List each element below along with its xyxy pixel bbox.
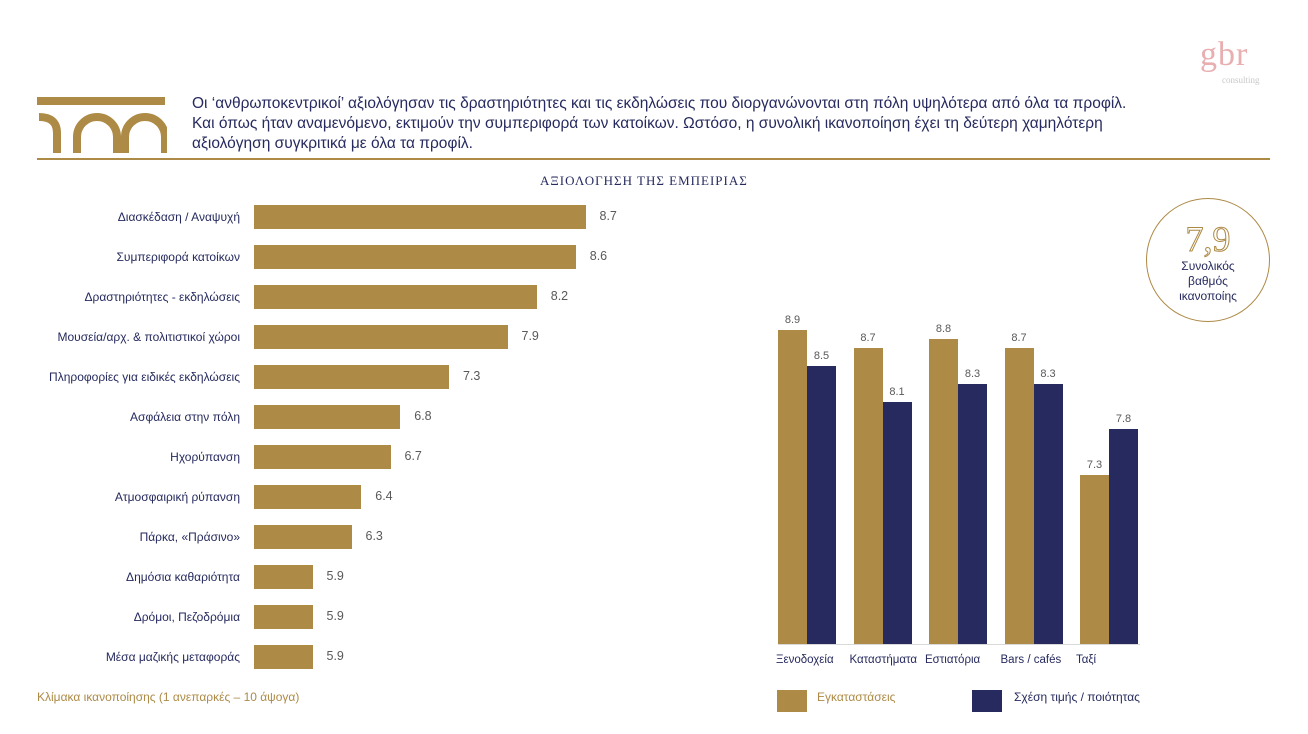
header-divider	[37, 158, 1270, 160]
data-label: 7.3	[1086, 458, 1103, 471]
overall-label-line: Συνολικός	[1181, 259, 1235, 273]
chart-title: ΑΞΙΟΛΟΓΗΣΗ ΤΗΣ ΕΜΠΕΙΡΙΑΣ	[540, 173, 748, 188]
category-label: Διασκέδαση / Αναψυχή	[117, 210, 240, 224]
bar	[778, 329, 807, 644]
data-label: 5.9	[326, 569, 344, 583]
bar	[1080, 474, 1109, 644]
data-label: 8.3	[964, 367, 981, 380]
bar	[958, 383, 987, 644]
scale-note: Κλίμακα ικανοποίησης (1 ανεπαρκές – 10 ά…	[37, 690, 300, 704]
data-label: 8.6	[589, 249, 608, 263]
category-label: Μουσεία/αρχ. & πολιτιστικοί χώροι	[57, 330, 240, 344]
data-label: 8.7	[599, 209, 617, 223]
category-label: Συμπεριφορά κατοίκων	[116, 250, 241, 264]
category-label: Μέσα μαζικής μεταφοράς	[105, 650, 240, 664]
data-label: 6.7	[404, 449, 422, 463]
overall-label-line: βαθμός	[1188, 274, 1228, 288]
category-label: Bars / cafés	[1000, 654, 1062, 666]
category-label: Ταξί	[1076, 654, 1097, 666]
legend-swatch-facilities	[777, 690, 807, 712]
category-label: Εστιατόρια	[925, 654, 981, 666]
category-label: Πληροφορίες για ειδικές εκδηλώσεις	[49, 370, 240, 384]
bar	[853, 347, 883, 644]
data-label: 8.9	[784, 313, 801, 326]
bar	[254, 525, 352, 549]
bar	[254, 365, 449, 389]
gbr-consulting-logo: gbr consulting	[1200, 36, 1280, 88]
bar	[929, 338, 958, 644]
headline-text: Οι ‘ανθρωποκεντρικοί’ αξιολόγησαν τις δρ…	[192, 95, 1127, 152]
data-label: 7.8	[1115, 413, 1132, 426]
bar	[254, 285, 537, 309]
category-label: Πάρκα, «Πράσινο»	[139, 530, 240, 544]
category-label: Δρόμοι, Πεζοδρόμια	[133, 610, 240, 624]
logo-text: gbr	[1200, 36, 1249, 73]
arches-icon	[37, 97, 167, 153]
data-label: 8.5	[813, 349, 830, 362]
bar	[254, 245, 576, 269]
overall-label-line: ικανοποίης	[1179, 289, 1237, 303]
legend-label-facilities: Εγκαταστάσεις	[817, 690, 896, 704]
logo-subtext: consulting	[1222, 75, 1260, 85]
data-label: 6.8	[414, 409, 432, 423]
data-label: 8.3	[1040, 367, 1056, 380]
data-label: 6.3	[365, 529, 383, 543]
legend-swatch-value-for-money	[972, 690, 1002, 712]
bar	[882, 402, 912, 644]
bar	[254, 485, 362, 509]
bar	[254, 445, 391, 469]
data-label: 7.9	[521, 329, 539, 343]
bar	[254, 565, 313, 589]
data-label: 8.8	[935, 322, 952, 335]
category-label: Ασφάλεια στην πόλη	[130, 410, 240, 424]
data-label: 5.9	[326, 609, 344, 623]
category-label: Ηχορύπανση	[170, 450, 240, 464]
data-label: 6.4	[375, 489, 393, 503]
data-label: 7.3	[463, 369, 481, 383]
overall-score-label: Συνολικός βαθμός ικανοποίης	[1147, 259, 1269, 304]
bar	[254, 645, 313, 669]
bar	[807, 365, 836, 644]
bar	[254, 325, 508, 349]
data-label: 8.7	[860, 331, 876, 344]
x-axis-line	[778, 644, 1140, 645]
data-label: 5.9	[326, 649, 344, 663]
bar	[1033, 383, 1063, 644]
data-label: 8.1	[889, 386, 905, 399]
data-label: 8.7	[1011, 331, 1027, 344]
legend-label-value-for-money: Σχέση τιμής / ποιότητας	[1014, 690, 1140, 704]
category-label: Καταστήματα	[849, 654, 918, 666]
category-label: Ξενοδοχεία	[776, 654, 834, 666]
bar	[254, 405, 401, 429]
bar	[254, 605, 313, 629]
category-label: Δημόσια καθαριότητα	[126, 570, 240, 584]
overall-satisfaction-badge: 7,9 Συνολικός βαθμός ικανοποίης	[1146, 198, 1270, 322]
bar	[1004, 347, 1034, 644]
data-label: 8.2	[550, 289, 569, 303]
bar	[1109, 429, 1138, 644]
bar	[254, 205, 586, 229]
category-label: Ατμοσφαιρική ρύπανση	[114, 490, 240, 504]
overall-score: 7,9	[1185, 219, 1231, 259]
category-label: Δραστηριότητες - εκδηλώσεις	[84, 290, 241, 304]
